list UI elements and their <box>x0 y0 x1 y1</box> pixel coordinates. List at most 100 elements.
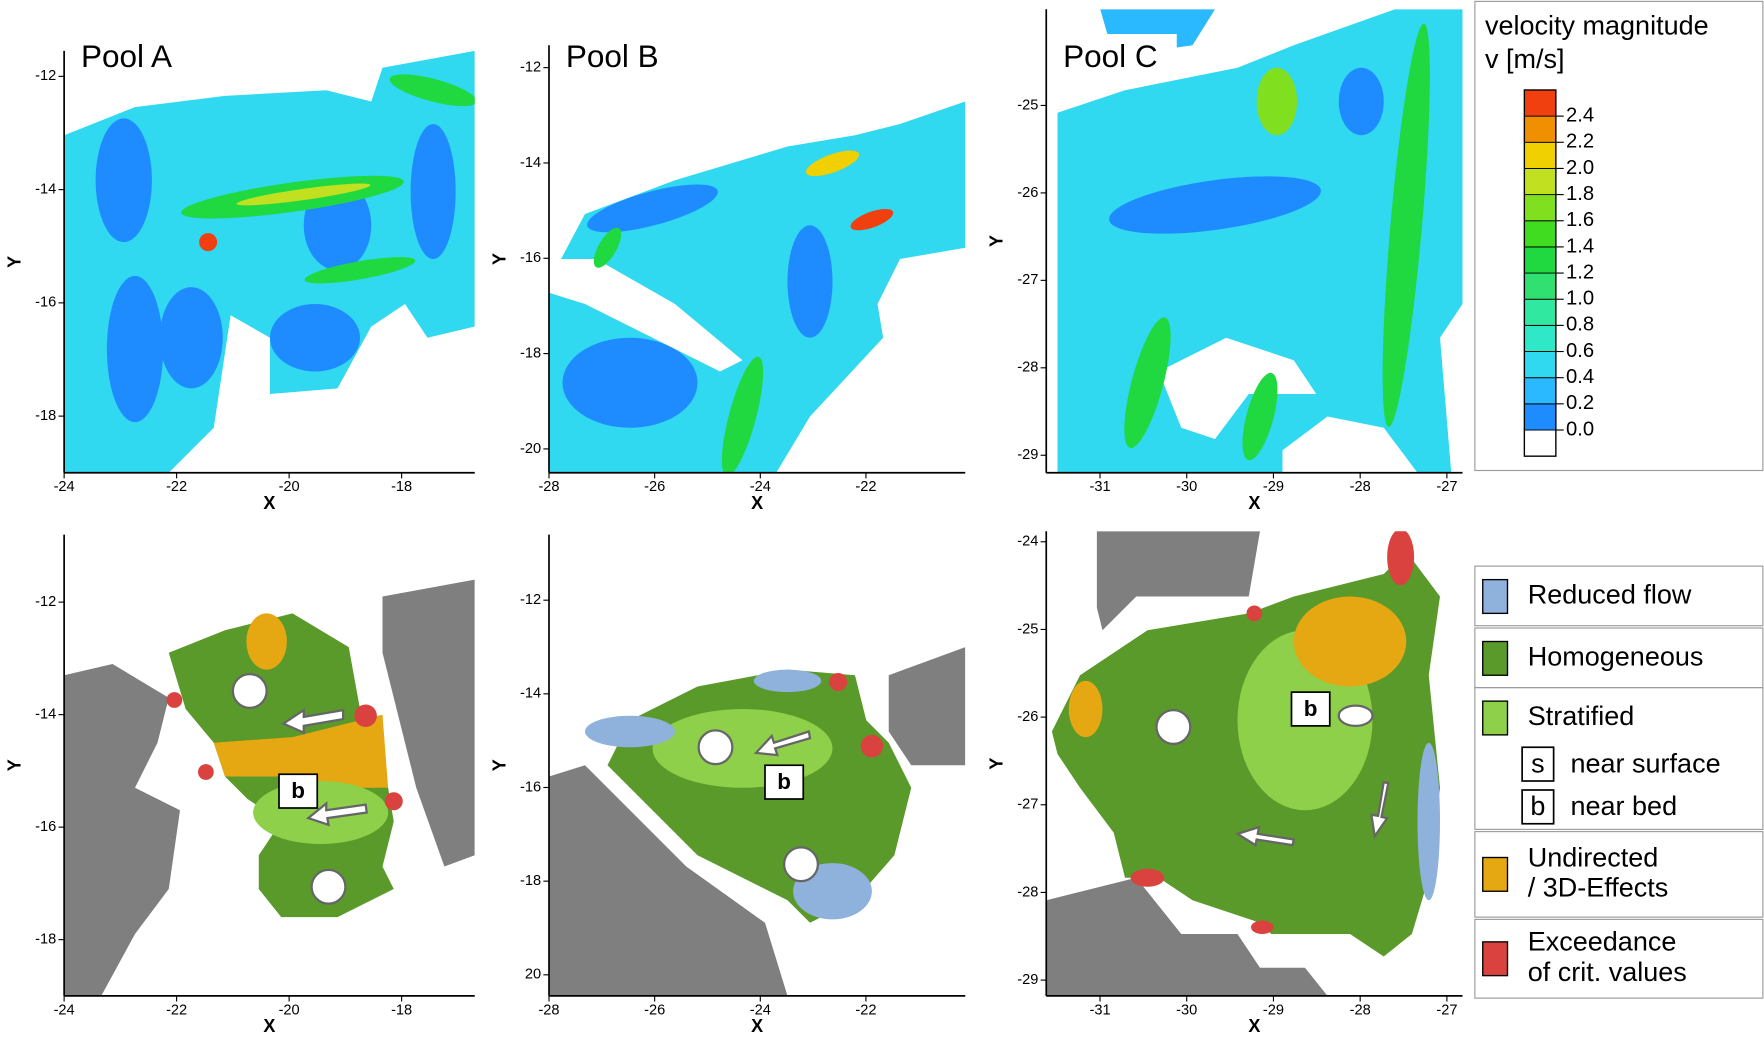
flow-region <box>96 118 152 242</box>
colorbar-swatch <box>1524 299 1556 325</box>
colorbar-label: 0.0 <box>1566 418 1594 440</box>
colorbar-swatch <box>1524 352 1556 378</box>
legend-swatch <box>1483 858 1508 892</box>
y-tick-label: -25 <box>1017 97 1038 113</box>
flow-region <box>563 338 698 428</box>
colorbar-label: 0.2 <box>1566 392 1594 414</box>
x-tick-label: -27 <box>1436 1002 1457 1018</box>
flow-region <box>1097 531 1260 630</box>
legend-label: / 3D-Effects <box>1528 873 1669 903</box>
flow-region <box>653 709 833 788</box>
x-tick-label: -28 <box>1350 1002 1371 1018</box>
legend-label: of crit. values <box>1528 957 1687 987</box>
figure: velocity magnitude v [m/s] -24-22-20-18-… <box>0 0 1764 1040</box>
flow-region <box>354 705 377 728</box>
flow-region <box>64 664 180 996</box>
colorbar-unit: v [m/s] <box>1485 44 1565 74</box>
annotation: b <box>1304 696 1318 721</box>
colorbar-swatch <box>1524 195 1556 221</box>
y-tick-label: -18 <box>520 873 541 889</box>
x-tick-label: -22 <box>855 1002 876 1018</box>
legend-label: Undirected <box>1528 842 1659 872</box>
panel-title: Pool B <box>566 38 659 74</box>
colorbar-swatch <box>1524 325 1556 351</box>
y-tick-label: -29 <box>1017 447 1038 463</box>
flow-field <box>64 580 475 996</box>
y-tick-label: -12 <box>520 60 541 76</box>
legend-label: Reduced flow <box>1528 580 1692 610</box>
colorbar-label: 2.2 <box>1566 131 1594 153</box>
colorbar-swatch <box>1524 404 1556 430</box>
y-tick-label: -26 <box>1017 185 1038 201</box>
y-tick-label: -12 <box>520 592 541 608</box>
flow-region <box>270 304 360 372</box>
flow-field <box>64 51 479 473</box>
y-tick-label: -24 <box>1017 534 1038 550</box>
legend-sub-label: near surface <box>1571 748 1721 778</box>
x-tick-label: -24 <box>54 1002 75 1018</box>
x-tick-label: -20 <box>279 479 300 495</box>
y-axis-label: Y <box>987 235 1007 247</box>
x-axis-label: X <box>1248 1016 1260 1036</box>
x-tick-label: -30 <box>1176 479 1197 495</box>
x-tick-label: -31 <box>1089 1002 1110 1018</box>
y-tick-label: -14 <box>35 706 56 722</box>
legend-swatch <box>1483 642 1508 676</box>
x-tick-label: -18 <box>391 1002 412 1018</box>
x-tick-label: -28 <box>1350 479 1371 495</box>
y-tick-label: -14 <box>35 181 56 197</box>
colorbar-label: 1.2 <box>1566 261 1594 283</box>
y-axis-label: Y <box>987 758 1007 770</box>
colorbar-label: 0.4 <box>1566 366 1594 388</box>
legend-sub-label: near bed <box>1571 791 1678 821</box>
flow-region <box>1251 921 1274 935</box>
flow-field <box>549 647 965 996</box>
legend-label: Exceedance <box>1528 927 1677 957</box>
y-axis-label: Y <box>489 759 509 771</box>
colorbar-swatch <box>1524 221 1556 247</box>
flow-field <box>1046 529 1440 996</box>
flow-region <box>1247 606 1263 622</box>
eddy-icon <box>784 847 818 881</box>
flow-region <box>160 287 223 388</box>
x-axis-label: X <box>751 1016 763 1036</box>
y-tick-label: -25 <box>1017 621 1038 637</box>
y-tick-label: -16 <box>520 250 541 266</box>
flow-region <box>198 764 214 780</box>
y-tick-label: -27 <box>1017 272 1038 288</box>
legend-label: Stratified <box>1528 701 1635 731</box>
panel-title: Pool A <box>81 38 172 74</box>
y-tick-label: 20 <box>525 967 541 983</box>
y-tick-label: -26 <box>1017 709 1038 725</box>
flow-field <box>549 102 965 480</box>
flow-region <box>1257 68 1298 136</box>
x-tick-label: -20 <box>279 1002 300 1018</box>
flow-region <box>246 613 287 669</box>
x-axis-label: X <box>1248 493 1260 513</box>
x-tick-label: -24 <box>54 479 75 495</box>
y-tick-label: -12 <box>35 68 56 84</box>
x-tick-label: -28 <box>538 1002 559 1018</box>
flow-region <box>1339 68 1384 136</box>
flow-region <box>199 233 217 251</box>
flow-region <box>1131 869 1165 887</box>
y-axis-label: Y <box>5 759 25 771</box>
eddy-icon <box>233 674 267 708</box>
legend-symbol: s <box>1531 748 1545 778</box>
annotation: b <box>777 769 791 794</box>
x-tick-label: -22 <box>855 479 876 495</box>
colorbar-label: 1.4 <box>1566 235 1594 257</box>
colorbar-swatch <box>1524 90 1556 116</box>
x-axis-label: X <box>263 1016 275 1036</box>
x-tick-label: -30 <box>1176 1002 1197 1018</box>
flow-region <box>1387 529 1414 585</box>
x-tick-label: -22 <box>166 479 187 495</box>
colorbar-swatch <box>1524 430 1556 456</box>
y-axis-label: Y <box>489 253 509 265</box>
legend-swatch <box>1483 942 1508 976</box>
x-tick-label: -31 <box>1089 479 1110 495</box>
flow-region <box>754 670 822 693</box>
colorbar-swatch <box>1524 116 1556 142</box>
colorbar-label: 1.0 <box>1566 288 1594 310</box>
flow-region <box>1069 681 1103 737</box>
